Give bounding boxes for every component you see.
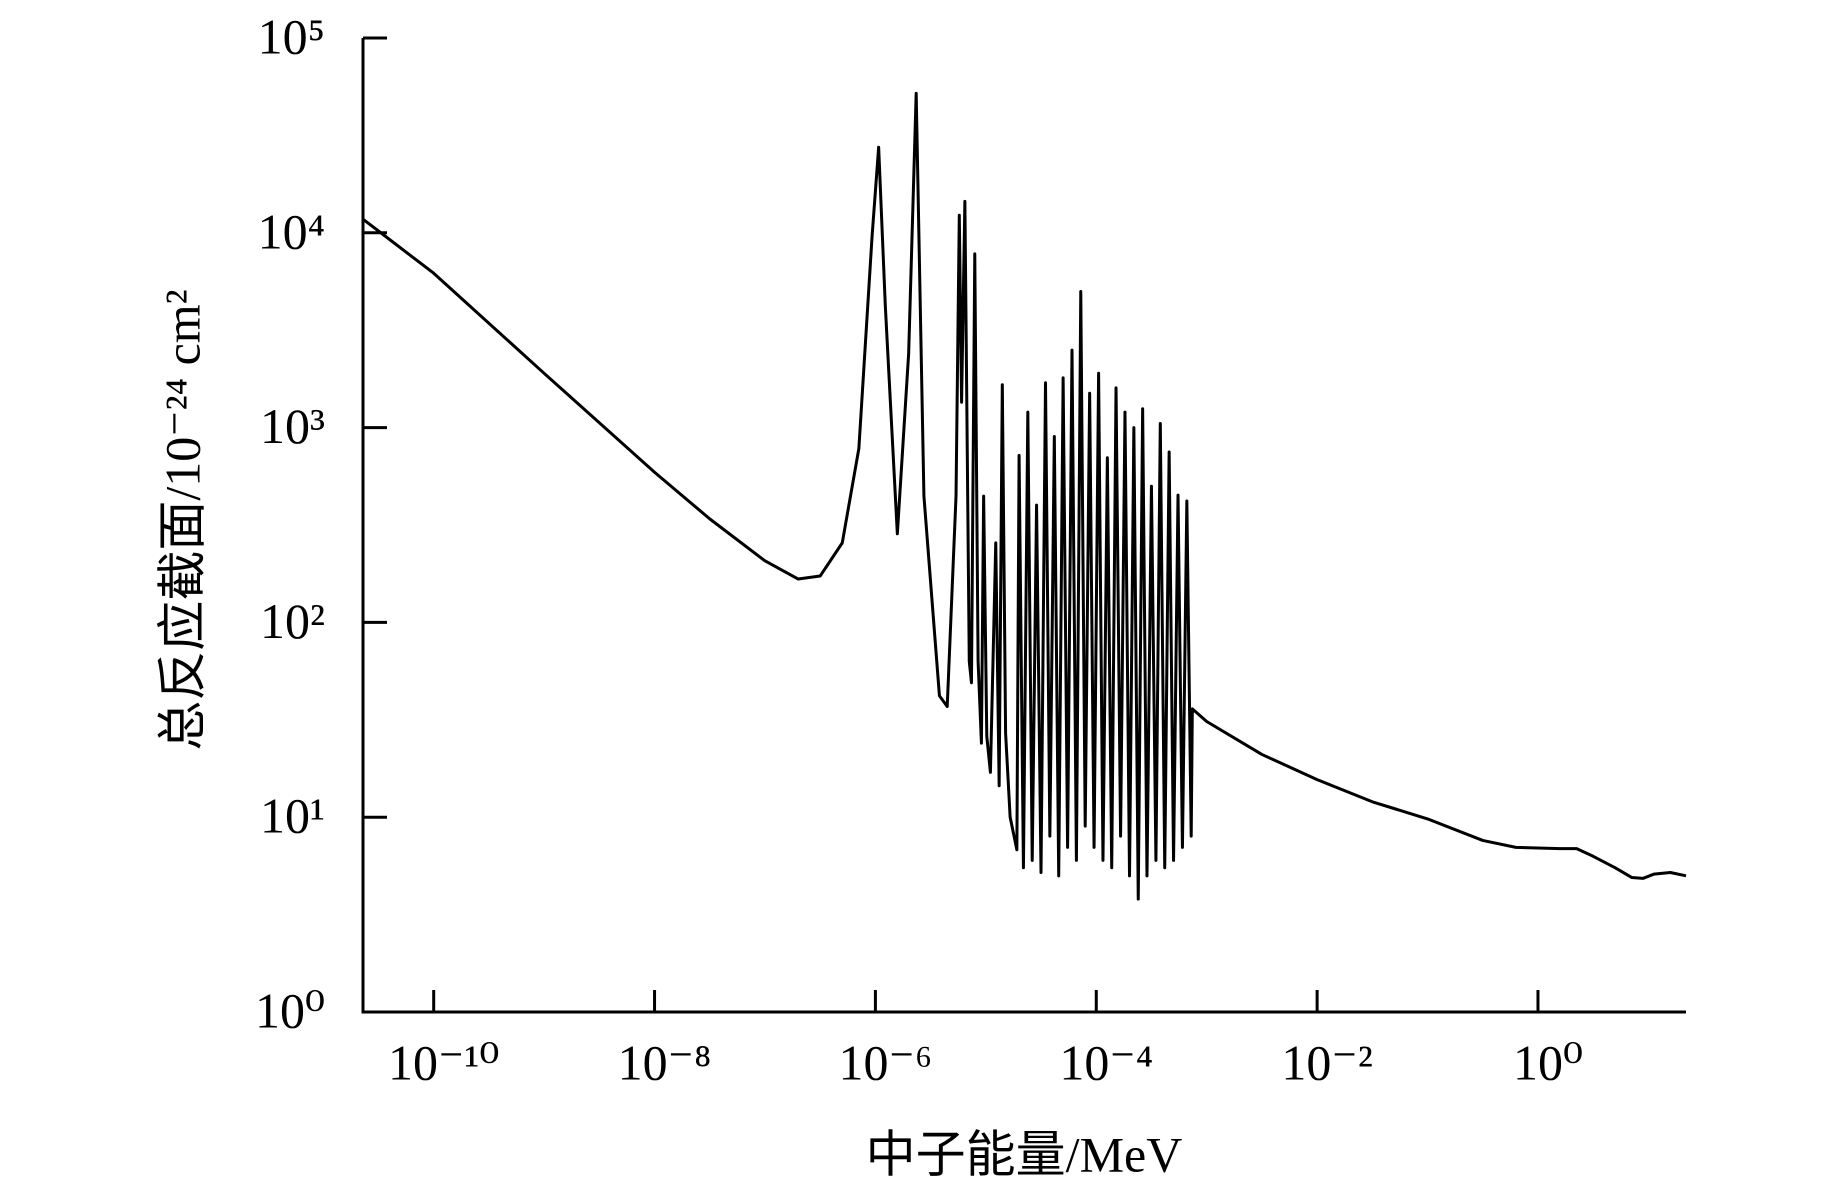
- y-tick-label: 10²: [260, 593, 325, 649]
- y-tick-label: 10⁵: [258, 8, 325, 64]
- x-tick-label: 10⁻⁴: [1059, 1034, 1153, 1090]
- y-tick-label: 10⁰: [255, 982, 325, 1038]
- y-axis-title: 总反应截面/10⁻²⁴ cm²: [154, 289, 210, 750]
- x-axis-title: 中子能量/MeV: [866, 1126, 1183, 1182]
- data-line: [362, 91, 1687, 901]
- x-tick-label: 10⁻²: [1281, 1034, 1372, 1090]
- y-tick-label: 10³: [260, 398, 325, 454]
- y-tick-label: 10¹: [260, 788, 325, 844]
- x-tick-label: 10⁻⁶: [838, 1034, 932, 1090]
- y-tick-label: 10⁴: [258, 203, 325, 259]
- x-tick-label: 10⁰: [1513, 1034, 1583, 1090]
- x-tick-label: 10⁻¹⁰: [388, 1034, 499, 1090]
- x-tick-label: 10⁻⁸: [618, 1034, 712, 1090]
